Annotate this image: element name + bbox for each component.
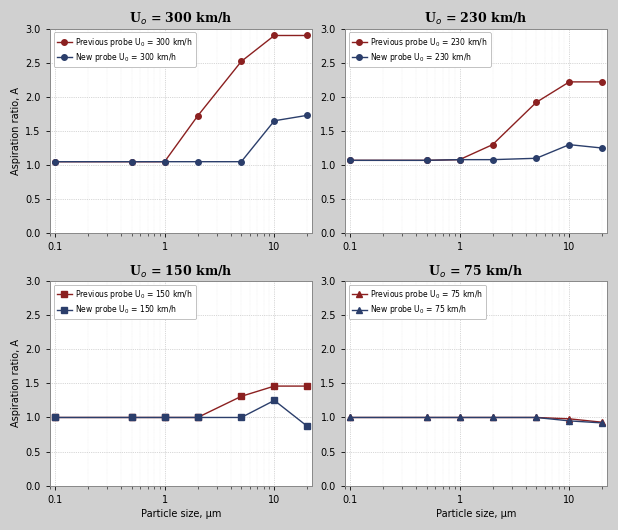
X-axis label: Particle size, μm: Particle size, μm bbox=[436, 509, 516, 519]
New probe U$_0$ = 150 km/h bbox=[237, 414, 245, 421]
New probe U$_0$ = 150 km/h bbox=[128, 414, 135, 421]
Title: U$_o$ = 75 km/h: U$_o$ = 75 km/h bbox=[428, 263, 523, 279]
Previous probe U$_0$ = 150 km/h bbox=[128, 414, 135, 421]
New probe U$_0$ = 150 km/h bbox=[51, 414, 59, 421]
New probe U$_0$ = 300 km/h bbox=[128, 158, 135, 165]
New probe U$_0$ = 300 km/h bbox=[237, 158, 245, 165]
Legend: Previous probe U$_0$ = 230 km/h, New probe U$_0$ = 230 km/h: Previous probe U$_0$ = 230 km/h, New pro… bbox=[349, 32, 491, 67]
Line: New probe U$_0$ = 300 km/h: New probe U$_0$ = 300 km/h bbox=[52, 112, 310, 164]
Previous probe U$_0$ = 75 km/h bbox=[489, 414, 496, 421]
New probe U$_0$ = 230 km/h bbox=[489, 156, 496, 163]
Line: Previous probe U$_0$ = 300 km/h: Previous probe U$_0$ = 300 km/h bbox=[52, 33, 310, 164]
Y-axis label: Aspiration ratio, A: Aspiration ratio, A bbox=[11, 339, 21, 427]
New probe U$_0$ = 75 km/h bbox=[456, 414, 464, 421]
Previous probe U$_0$ = 75 km/h bbox=[456, 414, 464, 421]
Previous probe U$_0$ = 75 km/h bbox=[423, 414, 430, 421]
Previous probe U$_0$ = 75 km/h bbox=[346, 414, 353, 421]
New probe U$_0$ = 300 km/h bbox=[161, 158, 168, 165]
New probe U$_0$ = 230 km/h bbox=[565, 142, 573, 148]
New probe U$_0$ = 75 km/h bbox=[346, 414, 353, 421]
Previous probe U$_0$ = 230 km/h bbox=[489, 142, 496, 148]
New probe U$_0$ = 230 km/h bbox=[599, 145, 606, 151]
Line: Previous probe U$_0$ = 75 km/h: Previous probe U$_0$ = 75 km/h bbox=[347, 414, 605, 425]
Previous probe U$_0$ = 75 km/h bbox=[565, 416, 573, 422]
Title: U$_o$ = 300 km/h: U$_o$ = 300 km/h bbox=[129, 11, 232, 27]
Title: U$_o$ = 230 km/h: U$_o$ = 230 km/h bbox=[424, 11, 528, 27]
Previous probe U$_0$ = 230 km/h bbox=[533, 99, 540, 105]
Previous probe U$_0$ = 230 km/h bbox=[565, 78, 573, 85]
New probe U$_0$ = 75 km/h bbox=[533, 414, 540, 421]
Previous probe U$_0$ = 230 km/h bbox=[599, 78, 606, 85]
Previous probe U$_0$ = 75 km/h bbox=[533, 414, 540, 421]
Previous probe U$_0$ = 150 km/h bbox=[237, 393, 245, 400]
New probe U$_0$ = 230 km/h bbox=[456, 156, 464, 163]
Previous probe U$_0$ = 150 km/h bbox=[194, 414, 201, 421]
Legend: Previous probe U$_0$ = 75 km/h, New probe U$_0$ = 75 km/h: Previous probe U$_0$ = 75 km/h, New prob… bbox=[349, 285, 486, 319]
Previous probe U$_0$ = 150 km/h bbox=[271, 383, 278, 389]
X-axis label: Particle size, μm: Particle size, μm bbox=[141, 509, 221, 519]
New probe U$_0$ = 75 km/h bbox=[599, 420, 606, 426]
New probe U$_0$ = 75 km/h bbox=[489, 414, 496, 421]
Y-axis label: Aspiration ratio, A: Aspiration ratio, A bbox=[11, 87, 21, 175]
New probe U$_0$ = 300 km/h bbox=[194, 158, 201, 165]
Previous probe U$_0$ = 75 km/h bbox=[599, 419, 606, 426]
Legend: Previous probe U$_0$ = 300 km/h, New probe U$_0$ = 300 km/h: Previous probe U$_0$ = 300 km/h, New pro… bbox=[54, 32, 196, 67]
Line: Previous probe U$_0$ = 230 km/h: Previous probe U$_0$ = 230 km/h bbox=[347, 79, 605, 163]
Previous probe U$_0$ = 230 km/h bbox=[423, 157, 430, 164]
Previous probe U$_0$ = 300 km/h bbox=[303, 32, 311, 39]
New probe U$_0$ = 75 km/h bbox=[423, 414, 430, 421]
Previous probe U$_0$ = 230 km/h bbox=[346, 157, 353, 164]
Previous probe U$_0$ = 300 km/h bbox=[128, 158, 135, 165]
New probe U$_0$ = 150 km/h bbox=[194, 414, 201, 421]
Previous probe U$_0$ = 300 km/h bbox=[194, 113, 201, 119]
Previous probe U$_0$ = 150 km/h bbox=[303, 383, 311, 389]
New probe U$_0$ = 230 km/h bbox=[533, 155, 540, 162]
Previous probe U$_0$ = 300 km/h bbox=[237, 58, 245, 65]
Previous probe U$_0$ = 150 km/h bbox=[161, 414, 168, 421]
Line: New probe U$_0$ = 150 km/h: New probe U$_0$ = 150 km/h bbox=[52, 398, 310, 429]
Previous probe U$_0$ = 300 km/h bbox=[51, 158, 59, 165]
New probe U$_0$ = 300 km/h bbox=[271, 118, 278, 124]
Line: New probe U$_0$ = 230 km/h: New probe U$_0$ = 230 km/h bbox=[347, 142, 605, 163]
Line: Previous probe U$_0$ = 150 km/h: Previous probe U$_0$ = 150 km/h bbox=[52, 383, 310, 420]
New probe U$_0$ = 230 km/h bbox=[423, 157, 430, 164]
New probe U$_0$ = 75 km/h bbox=[565, 418, 573, 424]
New probe U$_0$ = 150 km/h bbox=[161, 414, 168, 421]
Previous probe U$_0$ = 300 km/h bbox=[271, 32, 278, 39]
New probe U$_0$ = 150 km/h bbox=[303, 423, 311, 429]
Previous probe U$_0$ = 150 km/h bbox=[51, 414, 59, 421]
Line: New probe U$_0$ = 75 km/h: New probe U$_0$ = 75 km/h bbox=[347, 414, 605, 426]
New probe U$_0$ = 300 km/h bbox=[303, 112, 311, 119]
Previous probe U$_0$ = 300 km/h bbox=[161, 158, 168, 165]
New probe U$_0$ = 150 km/h bbox=[271, 398, 278, 404]
New probe U$_0$ = 300 km/h bbox=[51, 158, 59, 165]
Previous probe U$_0$ = 230 km/h bbox=[456, 156, 464, 163]
Legend: Previous probe U$_0$ = 150 km/h, New probe U$_0$ = 150 km/h: Previous probe U$_0$ = 150 km/h, New pro… bbox=[54, 285, 196, 319]
Title: U$_o$ = 150 km/h: U$_o$ = 150 km/h bbox=[129, 263, 232, 279]
New probe U$_0$ = 230 km/h bbox=[346, 157, 353, 164]
